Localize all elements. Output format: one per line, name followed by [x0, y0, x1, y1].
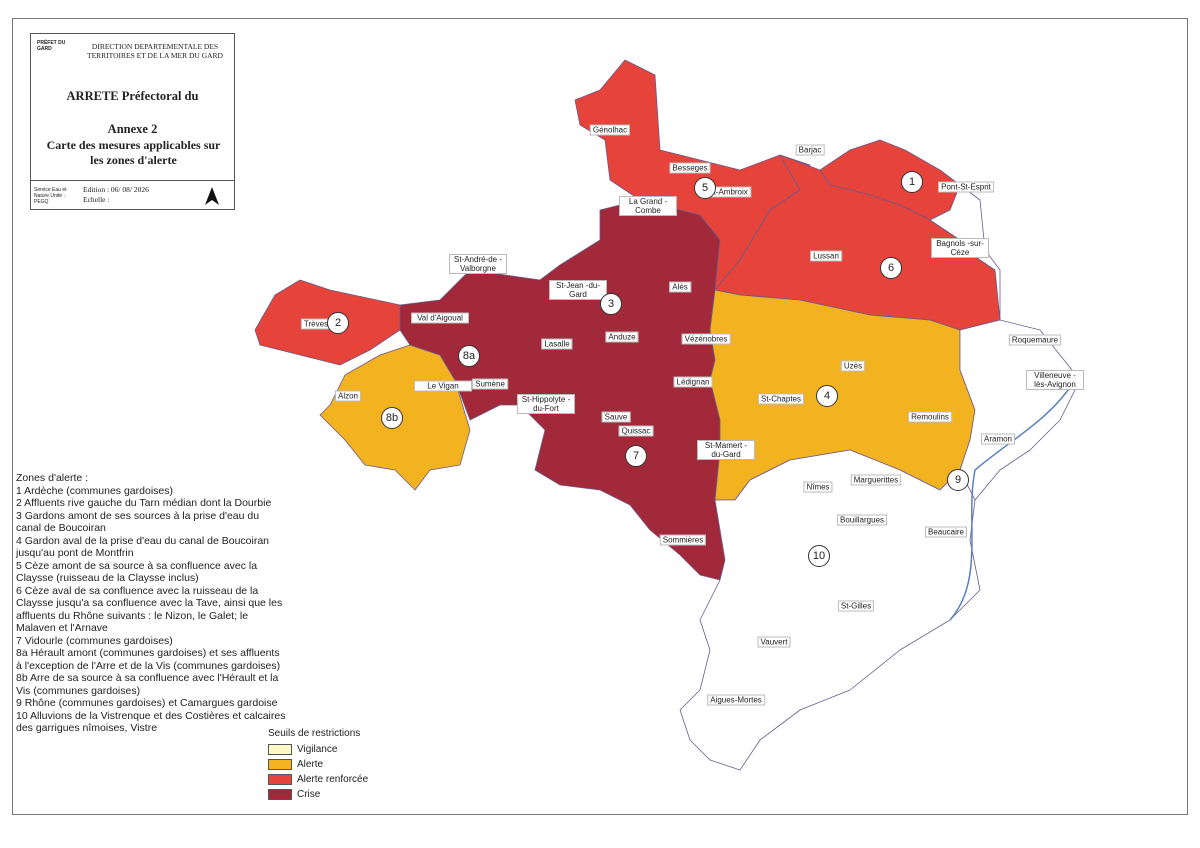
place-label: Roquemaure: [1008, 334, 1062, 346]
title: ARRETE Préfectoral du: [66, 89, 199, 103]
place-label: Marguerittes: [850, 474, 902, 486]
place-label: Sauve: [601, 411, 631, 423]
legend-swatch: [268, 759, 292, 770]
legend-swatch: [268, 774, 292, 785]
edition-block: Edition : 06/ 08/ 2026 Echelle :: [83, 185, 149, 205]
logo: PRÉFET DU GARD: [37, 40, 66, 52]
place-label: Sommières: [659, 534, 707, 546]
place-label: Val d'Aigoual: [411, 312, 469, 324]
zone-number: 8a: [458, 345, 480, 367]
place-label: Vauvert: [757, 636, 791, 648]
zone-description: 3 Gardons amont de ses sources à la pris…: [16, 509, 260, 535]
zone-number: 9: [947, 469, 969, 491]
place-label: Besseges: [669, 162, 711, 174]
edition: Edition : 06/ 08/ 2026: [83, 185, 149, 194]
legend-label: Alerte: [297, 759, 324, 770]
zone-number: 10: [808, 545, 830, 567]
place-label: St-Hippolyte -du-Fort: [517, 394, 575, 414]
place-label: Anduze: [605, 331, 639, 343]
zone-description: 6 Cèze aval de sa confluence avec la rui…: [16, 584, 283, 635]
place-label: Aramon: [980, 433, 1016, 445]
place-label: Alzon: [334, 390, 362, 402]
annex: Annexe 2: [107, 122, 158, 136]
scale: Echelle :: [83, 195, 110, 204]
place-label: Bagnols -sur-Cèze: [931, 238, 989, 258]
zone-number: 1: [901, 171, 923, 193]
legend-label: Alerte renforcée: [297, 774, 369, 785]
river: [949, 379, 1076, 621]
subtitle: Carte des mesures applicables sur les zo…: [46, 138, 221, 167]
zone-number: 3: [600, 293, 622, 315]
legend-item: Vigilance: [268, 742, 368, 757]
place-label: Lasalle: [541, 338, 573, 350]
legend-swatch: [268, 744, 292, 755]
place-label: La Grand -Combe: [619, 196, 677, 216]
place-label: St-Chaptes: [757, 393, 805, 405]
legend-label: Crise: [297, 789, 321, 800]
header-box: PRÉFET DU GARD DIRECTION DEPARTEMENTALE …: [30, 33, 235, 210]
place-label: Le Vigan: [414, 380, 472, 392]
place-label: Bouillargues: [836, 514, 888, 526]
zone-description: 1 Ardèche (communes gardoises): [16, 484, 173, 497]
place-label: Lédignan: [673, 376, 713, 388]
legend-item: Alerte renforcée: [268, 772, 368, 787]
place-label: Pont-St-Esprit: [938, 181, 994, 193]
legend-swatch: [268, 789, 292, 800]
zone-description: 2 Affluents rive gauche du Tarn médian d…: [16, 497, 272, 509]
place-label: Beaucaire: [924, 526, 968, 538]
place-label: Villeneuve -lès-Avignon: [1026, 370, 1084, 390]
place-label: Barjac: [795, 144, 825, 156]
place-label: Lussan: [810, 250, 842, 262]
place-label: Uzès: [840, 360, 866, 372]
zone-description: 8b Arre de sa source à sa confluence ave…: [16, 672, 279, 697]
service: Service Eau et Nature Unité : PEGQ: [34, 187, 67, 205]
frame: [12, 18, 1188, 815]
zone-description: 9 Rhône (communes gardoises) et Camargue…: [16, 697, 278, 709]
legend-label: Vigilance: [297, 744, 338, 755]
header-footer: Service Eau et Nature Unité : PEGQ Editi…: [31, 180, 234, 211]
restrictions-legend: Seuils de restrictions Vigilance Alerte Al…: [268, 728, 368, 802]
place-label: Vézénobres: [681, 333, 731, 345]
restrictions-legend-title: Seuils de restrictions: [268, 728, 361, 739]
place-label: Aigues-Mortes: [707, 694, 765, 706]
zone-number: 4: [816, 385, 838, 407]
zone-number: 8b: [381, 407, 403, 429]
place-label: Quissac: [618, 425, 654, 437]
place-label: St-Mamert -du-Gard: [697, 440, 755, 460]
north-arrow: [205, 187, 219, 205]
legend-item: Alerte: [268, 757, 368, 772]
zones-legend: Zones d'alerte : 1 Ardèche (communes gar…: [16, 472, 286, 735]
zone-10: [679, 449, 981, 771]
place-label: Génolhac: [589, 124, 631, 136]
place-label: St-Jean -du-Gard: [549, 280, 607, 300]
place-label: Alès: [669, 281, 691, 293]
place-label: St-Gilles: [837, 600, 875, 612]
zone-number: 2: [327, 312, 349, 334]
zone-description: 4 Gardon aval de la prise d'eau du canal…: [16, 534, 270, 560]
zone-number: 7: [625, 445, 647, 467]
direction: DIRECTION DEPARTEMENTALE DES TERRITOIRES…: [87, 42, 223, 60]
zone-description: 8a Hérault amont (communes gardoises) et…: [16, 647, 281, 672]
zone-number: 5: [694, 177, 716, 199]
place-label: Remoulins: [908, 411, 952, 423]
place-label: Sumène: [472, 378, 508, 390]
zone-description: 5 Cèze amont de sa source à sa confluenc…: [16, 559, 258, 585]
legend-item: Crise: [268, 787, 368, 802]
zone-description: 10 Alluvions de la Vistrenque et des Cos…: [16, 709, 286, 735]
zones-legend-title: Zones d'alerte :: [16, 472, 89, 484]
place-label: St-André-de -Valborgne: [449, 254, 507, 274]
place-label: Nîmes: [803, 481, 833, 493]
zone-description: 7 Vidourle (communes gardoises): [16, 634, 173, 647]
zone-number: 6: [880, 257, 902, 279]
